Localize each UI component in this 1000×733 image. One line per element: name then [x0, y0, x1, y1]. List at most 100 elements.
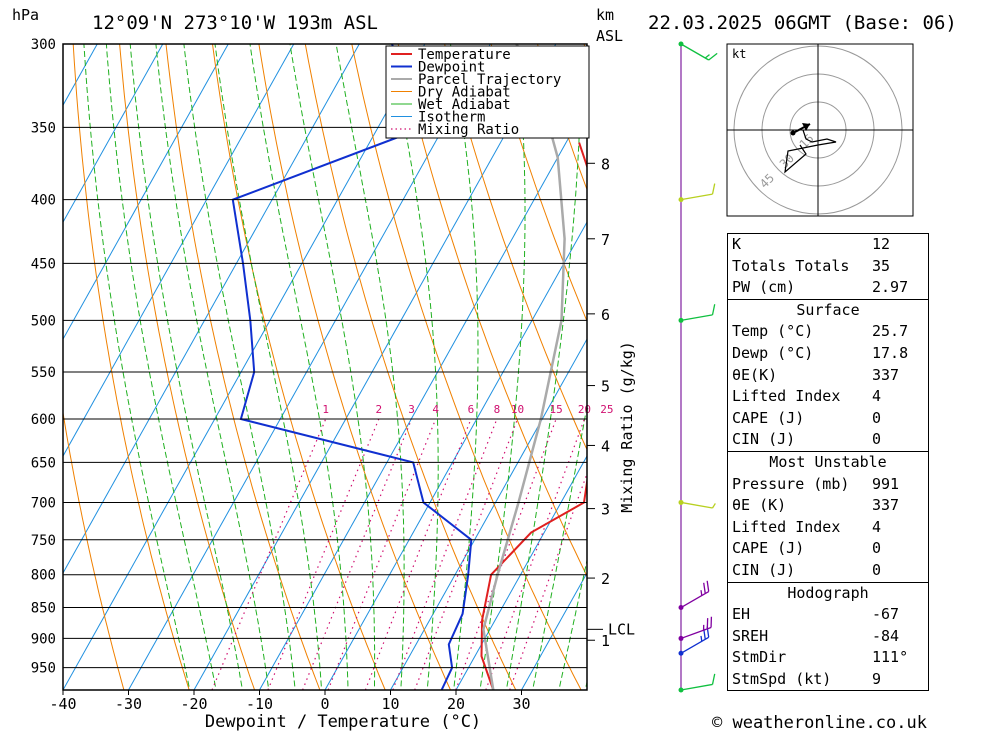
- dry-adiabat-line: [444, 44, 587, 451]
- hodograph-section: Hodograph EH -67 SREH -84 StmDir 111° StmSp…: [728, 581, 928, 691]
- section-title-surface: Surface: [796, 300, 860, 319]
- height-tick-label: 7: [601, 231, 610, 249]
- datetime-title: 22.03.2025 06GMT (Base: 06): [648, 12, 957, 34]
- isotherm-line: [455, 455, 587, 690]
- param-key: Pressure (mb): [732, 474, 850, 493]
- pressure-tick-label: 800: [31, 568, 56, 584]
- param-value: 991: [872, 474, 900, 493]
- wind-barb: [680, 43, 718, 61]
- param-key: PW (cm): [732, 278, 796, 297]
- wind-barb-flag: [708, 52, 718, 61]
- pressure-tick-label: 700: [31, 495, 56, 511]
- param-value: 111°: [872, 648, 909, 667]
- param-value: -84: [872, 626, 900, 645]
- param-value: 2.97: [872, 278, 909, 297]
- general-section: K 12 Totals Totals 35 PW (cm) 2.97: [728, 234, 928, 299]
- param-value: 17.8: [872, 343, 909, 362]
- param-row: Totals Totals 35: [728, 256, 928, 278]
- wind-barb-staff: [680, 501, 713, 509]
- isotherm-line: [390, 338, 587, 690]
- height-unit-asl: ASL: [596, 27, 623, 45]
- isotherm-line: [63, 44, 229, 341]
- wet-adiabat-line: [289, 44, 376, 690]
- wind-barb-staff: [680, 626, 712, 640]
- pressure-tick-label: 900: [31, 631, 56, 647]
- mixing-ratio-line: [327, 418, 437, 690]
- wet-adiabat-line: [129, 44, 243, 690]
- wind-barb-flag: [706, 618, 709, 629]
- param-key: θE(K): [732, 365, 778, 384]
- mixing-ratio-value-label: 4: [432, 403, 439, 416]
- wind-barb-half-flag: [704, 54, 710, 59]
- param-value: -67: [872, 605, 900, 624]
- wet-adiabat-line: [389, 44, 439, 690]
- temperature-tick-label: -20: [180, 695, 207, 713]
- temperature-tick-label: 0: [320, 695, 329, 713]
- isotherm-line: [63, 44, 164, 224]
- param-key: StmDir: [732, 648, 787, 667]
- mixing-ratio-line: [364, 418, 472, 690]
- mixing-ratio-value-label: 15: [550, 403, 563, 416]
- param-row: CIN (J) 0: [728, 560, 928, 582]
- mixing-ratio-line: [302, 418, 413, 690]
- legend-label-parcel: Parcel Trajectory: [418, 72, 561, 88]
- param-key: Totals Totals: [732, 256, 850, 275]
- param-row: StmDir 111°: [728, 647, 928, 669]
- temperature-tick-label: 10: [381, 695, 399, 713]
- wind-barb-flag: [703, 582, 706, 594]
- isotherm-line: [193, 44, 557, 690]
- param-value: 337: [872, 496, 900, 515]
- param-key: CAPE (J): [732, 539, 805, 558]
- wet-adiabat-line: [335, 44, 405, 690]
- param-row: PW (cm) 2.97: [728, 277, 928, 299]
- param-key: CAPE (J): [732, 408, 805, 427]
- surface-section: Surface Temp (°C) 25.7 Dewp (°C) 17.8 θE(K…: [728, 298, 928, 451]
- param-value: 4: [872, 387, 882, 406]
- wind-barb: [680, 304, 716, 322]
- wind-barb: [680, 673, 716, 691]
- wet-adiabat-line: [249, 44, 349, 690]
- wind-barb-staff: [680, 43, 710, 61]
- param-row: K 12: [728, 234, 928, 256]
- hodograph-trace: [784, 129, 837, 174]
- isotherm-line: [324, 221, 587, 690]
- isotherm-line: [63, 44, 426, 690]
- mixing-ratio-value-label: 8: [494, 403, 501, 416]
- mixing-ratio-value-label: 25: [600, 403, 613, 416]
- section-title-hodograph: Hodograph: [787, 583, 869, 602]
- param-key: CIN (J): [732, 560, 796, 579]
- pressure-tick-label: 750: [31, 533, 56, 549]
- wet-adiabat-line: [584, 680, 587, 690]
- mixing-ratio-labels: 1 2 3 4 6 8 10 15 20 25: [322, 403, 613, 416]
- lcl-label: LCL: [608, 620, 635, 638]
- pressure-tick-label: 600: [31, 412, 56, 428]
- mixing-ratio-line: [485, 418, 585, 690]
- param-row: StmSpd (kt) 9: [728, 669, 928, 691]
- pressure-tick-label: 400: [31, 193, 56, 209]
- wind-barb-dot: [678, 687, 684, 693]
- param-row: CAPE (J) 0: [728, 538, 928, 560]
- mixing-ratio-line: [414, 418, 519, 690]
- wind-barb-half-flag: [711, 503, 716, 509]
- mixing-ratio-axis-label: Mixing Ratio (g/kg): [618, 341, 636, 513]
- series-line-temperature: [480, 142, 587, 690]
- wind-barb: [680, 580, 710, 609]
- pressure-unit: hPa: [12, 6, 39, 24]
- hodograph-ring-label: 45: [757, 171, 777, 191]
- legend-label-dewpoint: Dewpoint: [418, 60, 485, 76]
- wind-profile: [678, 41, 718, 693]
- param-key: EH: [732, 605, 751, 624]
- param-row: Lifted Index 4: [728, 386, 928, 408]
- wind-barb-staff: [680, 636, 710, 654]
- temperature-tick-label: -30: [115, 695, 142, 713]
- mixing-ratio-value-label: 3: [408, 403, 415, 416]
- param-row: Temp (°C) 25.7: [728, 321, 928, 343]
- pressure-tick-label: 650: [31, 455, 56, 471]
- pressure-tick-label: 500: [31, 313, 56, 329]
- param-key: Temp (°C): [732, 322, 814, 341]
- param-row: EH -67: [728, 604, 928, 626]
- wind-barb-half-flag: [700, 635, 703, 642]
